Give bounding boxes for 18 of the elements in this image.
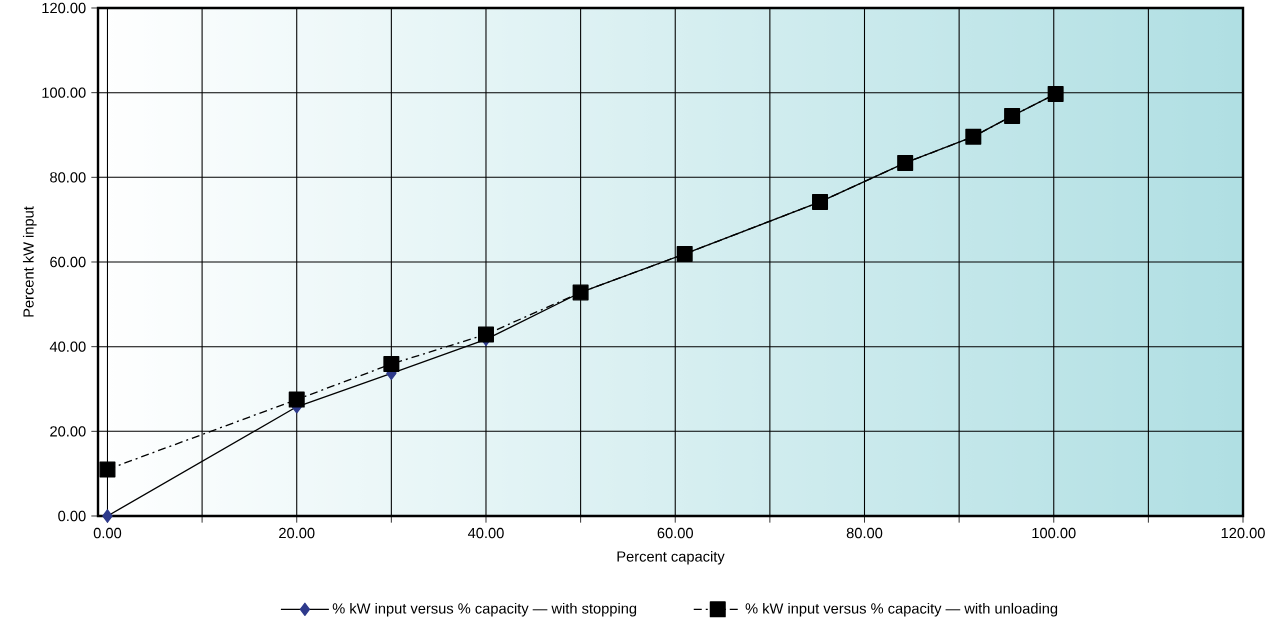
y-tick-label: 80.00 — [50, 172, 86, 183]
legend-label: % kW input versus % capacity — with unloading — [745, 602, 1058, 617]
y-axis-title: Percent kW input — [22, 206, 37, 317]
y-tick-label: 40.00 — [49, 341, 86, 352]
legend-label: % kW input versus % capacity — with stopping — [332, 602, 637, 617]
x-tick-label: 100.00 — [1032, 527, 1076, 539]
x-tick-label: 40.00 — [467, 527, 504, 539]
y-tick-label: 120.00 — [42, 2, 86, 14]
y-tick-label: 20.00 — [50, 426, 86, 437]
y-tick-label: 60.00 — [50, 256, 86, 268]
y-tick-label: 0.00 — [58, 510, 86, 522]
x-tick-label: 60.00 — [657, 527, 693, 539]
x-axis-title: Percent capacity — [617, 550, 725, 565]
x-tick-label: 0.00 — [93, 527, 122, 539]
y-tick-label: 100.00 — [42, 87, 86, 98]
x-tick-label: 120.00 — [1221, 527, 1265, 539]
x-tick-label: 20.00 — [279, 527, 315, 539]
x-tick-label: 80.00 — [846, 527, 883, 539]
